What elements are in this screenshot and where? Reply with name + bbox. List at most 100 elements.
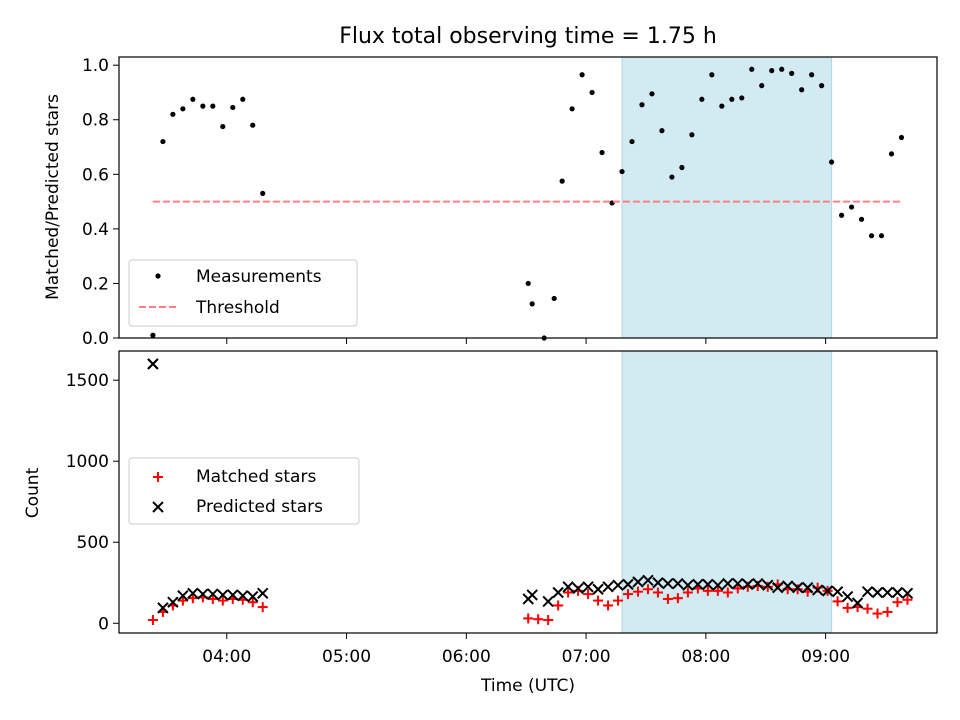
predicted-stars-point [526,589,538,601]
bottom-legend: Matched stars Predicted stars [128,457,360,525]
predicted-stars-point [742,578,754,591]
measurement-point [529,301,535,307]
matched-stars-point [613,595,624,606]
matched-stars-point [563,587,574,598]
measurement-point [719,103,725,109]
matched-stars-point [862,603,873,614]
y-tick-label: 0.6 [82,165,109,185]
chart-title: Flux total observing time = 1.75 h [339,24,717,49]
measurement-point [260,190,266,197]
measurement-point [739,95,745,101]
measurement-point [649,91,655,97]
x-tick-label: 08:00 [681,647,730,667]
matched-stars-point [652,587,663,598]
measurement-point [190,96,196,102]
predicted-stars-point [552,586,564,599]
measurement-point [749,66,755,72]
predicted-stars-point [682,579,694,591]
matched-stars-point [882,606,893,617]
measurement-point [250,122,256,128]
measurement-point [210,103,216,109]
y-tick-label: 0.0 [82,329,109,349]
predicted-stars-point [791,581,804,594]
predicted-stars-point [871,586,884,599]
bottom-panel: 0 500 1000 1500 04:00 05:00 06:00 07:00 08:00 09… [23,350,938,696]
legend-threshold-label: Threshold [195,298,280,318]
matched-stars-point [732,583,743,594]
predicted-stars-point [811,584,824,596]
matched-stars-point [842,602,853,613]
matched-stars-point [702,585,713,596]
measurement-point [619,168,625,175]
matched-stars-point [902,594,913,605]
predicted-stars-point [612,579,624,591]
predicted-stars-point [901,587,914,600]
measurement-point [629,138,635,145]
measurement-point [829,159,835,165]
predicted-stars-point [592,583,604,595]
measurement-point [659,128,665,134]
bottom-y-axis-label: Count [23,467,43,518]
measurement-point [240,96,246,102]
measurement-point [789,70,795,76]
y-tick-label: 0.4 [82,220,109,240]
legend-measurements-marker [155,273,161,279]
measurement-point [699,96,705,102]
predicted-stars-point [722,577,734,590]
matched-stars-point [792,584,803,595]
matched-stars-point [762,581,773,592]
matched-stars-point [832,596,843,607]
predicted-stars-point [762,579,774,591]
matched-stars-point [593,595,604,606]
y-tick-label: 0 [98,614,109,634]
predicted-stars-point [781,580,794,592]
matched-stars-point [672,593,683,604]
measurement-point [639,102,645,108]
x-tick-label: 04:00 [202,647,251,667]
predicted-stars-point [891,586,904,599]
y-tick-label: 1500 [66,371,109,391]
bottom-legend-box [128,457,360,525]
observing-window-shade [621,56,833,339]
measurement-point [838,212,845,218]
matched-stars-point [603,600,614,611]
matched-stars-point [712,585,723,596]
measurement-point [809,72,815,78]
predicted-stars-point [217,589,229,601]
predicted-stars-point [572,582,584,595]
legend-matched-label: Matched stars [196,467,316,487]
y-tick-label: 1.0 [82,56,109,76]
x-tick-label: 06:00 [442,647,491,667]
predicted-stars-point [177,590,189,602]
legend-predicted-marker [152,501,164,513]
predicted-stars-point [157,602,169,614]
predicted-stars-point [147,358,159,370]
measurement-point [799,87,805,93]
measurement-point [669,174,675,180]
measurement-point [729,96,735,102]
measurement-point [170,111,176,117]
measurement-point [180,106,186,112]
measurement-point [525,280,531,287]
predicted-stars-point [732,577,744,590]
predicted-stars-point [187,587,199,600]
matched-stars-point [642,584,653,595]
predicted-stars-point [642,574,654,587]
y-tick-label: 1000 [66,452,109,472]
predicted-stars-point [831,585,844,598]
top-panel: 0.0 0.2 0.4 0.6 0.8 1.0 Matched/Predicted sta… [43,56,938,349]
matched-stars-point [682,587,693,598]
top-y-axis-label: Matched/Predicted stars [43,94,63,300]
matched-stars-point [177,595,188,606]
measurement-point [579,72,585,78]
measurement-point [150,332,156,338]
x-tick-label: 07:00 [562,647,611,667]
y-tick-label: 500 [77,533,109,553]
measurement-point [559,178,565,184]
legend-matched-marker [153,472,163,482]
matched-stars-point [872,608,883,619]
top-legend: Measurements Threshold [128,259,358,327]
x-tick-label: 05:00 [322,647,371,667]
bottom-panel-frame [118,350,938,634]
predicted-stars-point [672,577,684,590]
